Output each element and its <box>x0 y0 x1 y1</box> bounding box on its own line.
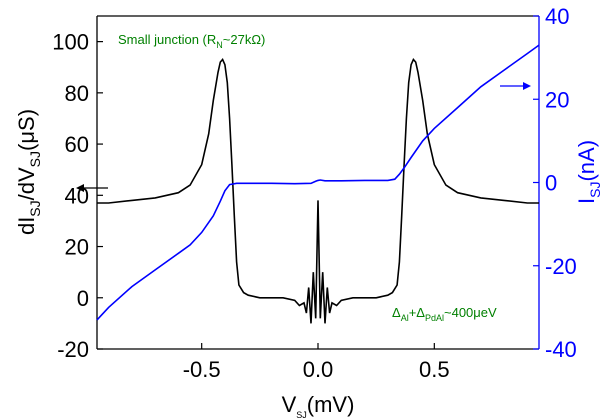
y-left-tick-label: 60 <box>65 132 89 157</box>
annotation-gap: ΔAl+ΔPdAl~400μeV <box>392 305 497 323</box>
y-right-tick-label: 0 <box>545 171 557 196</box>
x-tick-label: 0.0 <box>303 357 334 382</box>
x-tick-label: 0.5 <box>419 357 450 382</box>
x-ticks: -0.5 0.0 0.5 <box>183 343 450 382</box>
x-tick-label: -0.5 <box>183 357 221 382</box>
left-axis-arrow <box>76 184 108 192</box>
y-left-tick-label: 40 <box>65 183 89 208</box>
y-left-axis-label: dISJ/dVSJ(μS) <box>14 109 43 235</box>
y-left-tick-label: 20 <box>65 235 89 260</box>
y-right-tick-label: 20 <box>545 87 569 112</box>
y-right-tick-label: 40 <box>545 4 569 29</box>
y-right-ticks: -40 -20 0 20 40 <box>533 4 577 362</box>
y-left-tick-label: 80 <box>65 81 89 106</box>
y-left-tick-label: 100 <box>52 30 89 55</box>
x-axis-label: VSJ(mV) <box>282 392 355 419</box>
y-left-tick-label: 0 <box>77 286 89 311</box>
y-right-tick-label: -40 <box>545 337 577 362</box>
series-line-conductance <box>97 58 539 324</box>
right-axis-arrow <box>500 82 531 90</box>
series-line-current <box>96 44 540 321</box>
y-right-tick-label: -20 <box>545 254 577 279</box>
y-right-axis-label: ISJ(nA) <box>574 140 603 204</box>
y-left-tick-label: -20 <box>57 337 89 362</box>
annotation-junction: Small junction (RN~27kΩ) <box>118 32 265 50</box>
